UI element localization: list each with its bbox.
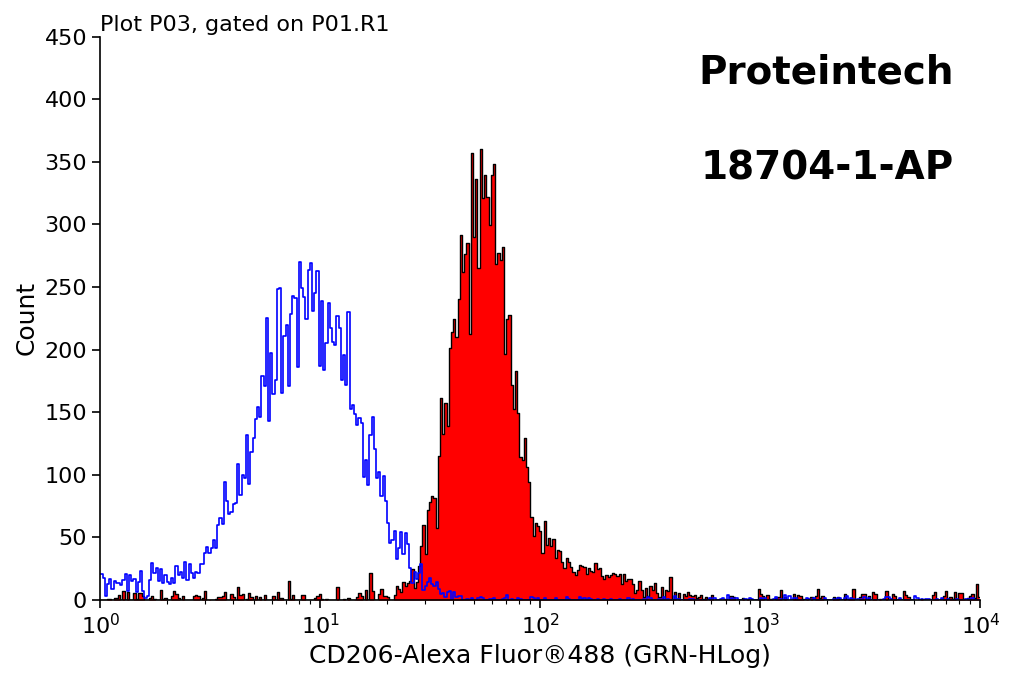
Y-axis label: Count: Count <box>15 281 39 355</box>
Text: 18704-1-AP: 18704-1-AP <box>700 150 954 187</box>
Text: Proteintech: Proteintech <box>698 53 954 92</box>
X-axis label: CD206-Alexa Fluor®488 (GRN-HLog): CD206-Alexa Fluor®488 (GRN-HLog) <box>310 644 771 668</box>
Text: Plot P03, gated on P01.R1: Plot P03, gated on P01.R1 <box>100 15 390 35</box>
